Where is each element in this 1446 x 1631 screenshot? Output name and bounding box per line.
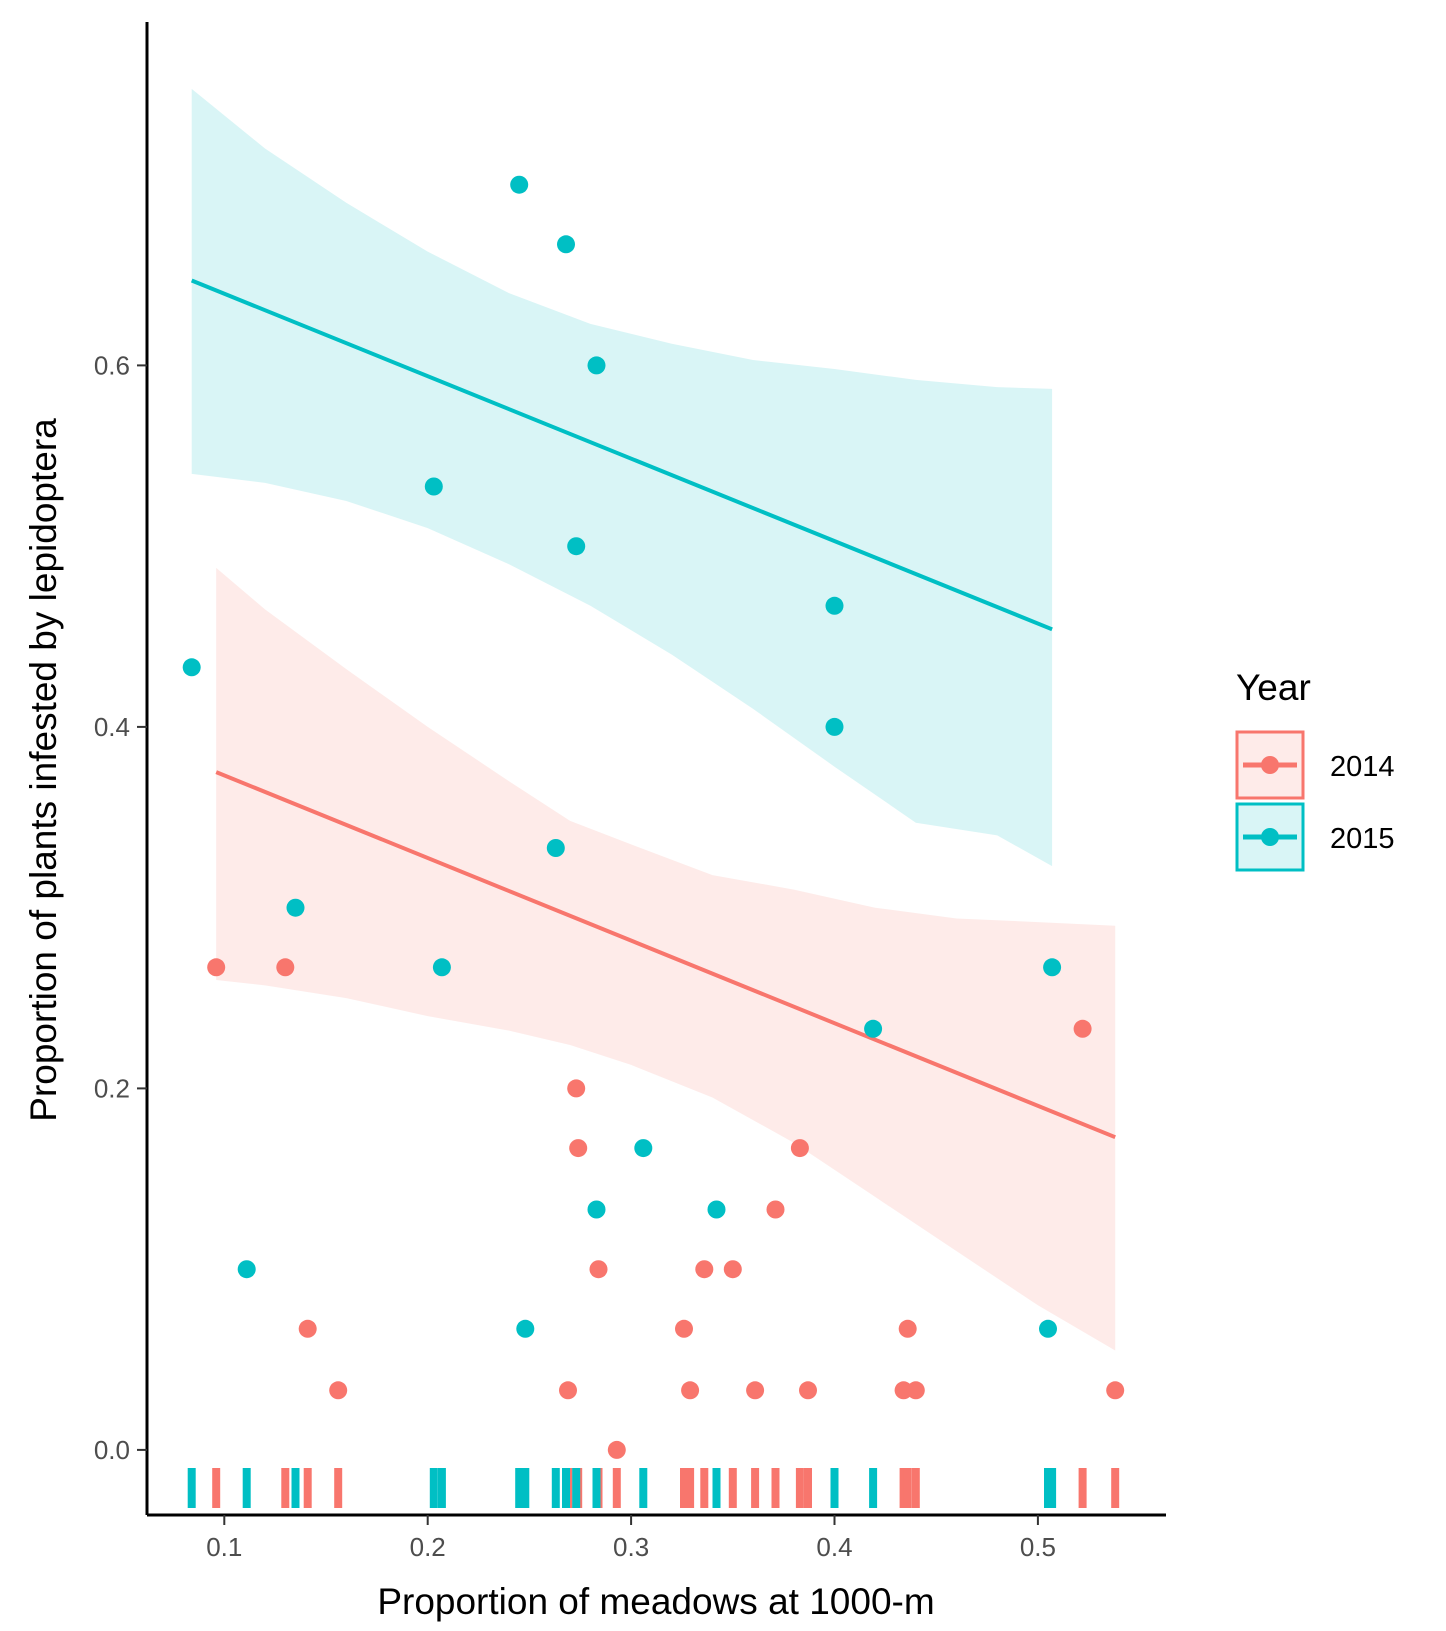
data-point-2014 (906, 1381, 925, 1400)
data-point-2014 (569, 1139, 588, 1158)
data-point-2015 (516, 1319, 535, 1338)
data-point-2014 (790, 1139, 809, 1158)
confidence-band-2014 (216, 567, 1116, 1351)
legend-label-2015: 2015 (1330, 823, 1395, 855)
data-point-2014 (898, 1319, 917, 1338)
data-point-2014 (799, 1381, 817, 1400)
data-point-2014 (607, 1440, 626, 1459)
data-point-2014 (298, 1319, 317, 1338)
data-point-2015 (182, 658, 201, 677)
data-points (182, 175, 1125, 1459)
fit-line-2015 (190, 278, 1053, 632)
data-point-2015 (634, 1139, 653, 1158)
legend-label-2014: 2014 (1330, 751, 1395, 783)
data-point-2014 (276, 958, 295, 977)
data-point-2015 (424, 477, 443, 496)
x-tick-label: 0.5 (1020, 1532, 1056, 1562)
data-point-2015 (1043, 958, 1062, 977)
data-point-2014 (329, 1381, 348, 1400)
x-tick-label: 0.1 (206, 1532, 242, 1562)
x-axis-ticks: 0.1 0.2 0.3 0.4 0.5 (206, 1515, 1056, 1562)
data-point-2014 (746, 1381, 765, 1400)
confidence-band-2015 (191, 88, 1053, 867)
data-point-2014 (681, 1381, 700, 1400)
regression-lines (190, 278, 1116, 1140)
x-tick-label: 0.3 (613, 1532, 649, 1562)
data-point-2015 (237, 1260, 256, 1279)
data-point-2015 (864, 1019, 883, 1038)
data-point-2015 (1039, 1319, 1057, 1338)
data-point-2015 (286, 898, 305, 917)
data-point-2014 (559, 1381, 577, 1400)
y-tick-label: 0.0 (94, 1435, 130, 1465)
fit-line-2014 (215, 770, 1116, 1140)
y-tick-label: 0.4 (94, 712, 130, 742)
data-point-2014 (695, 1260, 714, 1279)
axes (145, 22, 1166, 1517)
data-point-2015 (825, 596, 844, 615)
data-point-2015 (567, 537, 586, 556)
x-tick-label: 0.4 (816, 1532, 852, 1562)
data-point-2015 (557, 235, 575, 254)
data-point-2014 (766, 1200, 785, 1219)
data-point-2015 (587, 1200, 606, 1219)
legend: Year 2014 2015 (1235, 667, 1395, 872)
data-point-2014 (207, 958, 226, 977)
y-tick-label: 0.6 (94, 350, 130, 380)
rug-plot (187, 1468, 1120, 1508)
x-axis-title: Proportion of meadows at 1000-m (377, 1581, 934, 1622)
data-point-2015 (825, 717, 844, 736)
x-tick-label: 0.2 (410, 1532, 446, 1562)
data-point-2014 (723, 1260, 742, 1279)
y-axis-ticks: 0.0 0.2 0.4 0.6 (94, 350, 147, 1465)
data-point-2014 (1106, 1381, 1125, 1400)
data-point-2014 (1073, 1019, 1092, 1038)
legend-key-point-2014 (1261, 756, 1279, 774)
y-axis-title: Proportion of plants infested by lepidop… (23, 418, 64, 1122)
confidence-bands (191, 88, 1116, 1351)
data-point-2015 (587, 356, 606, 375)
data-point-2014 (567, 1079, 586, 1098)
data-point-2014 (675, 1319, 693, 1338)
y-tick-label: 0.2 (94, 1073, 130, 1103)
legend-key-point-2015 (1261, 828, 1279, 846)
data-point-2015 (510, 175, 529, 194)
data-point-2014 (589, 1260, 608, 1279)
data-point-2015 (546, 839, 565, 857)
data-point-2015 (707, 1200, 726, 1219)
legend-title: Year (1236, 667, 1311, 708)
data-point-2015 (432, 958, 451, 977)
